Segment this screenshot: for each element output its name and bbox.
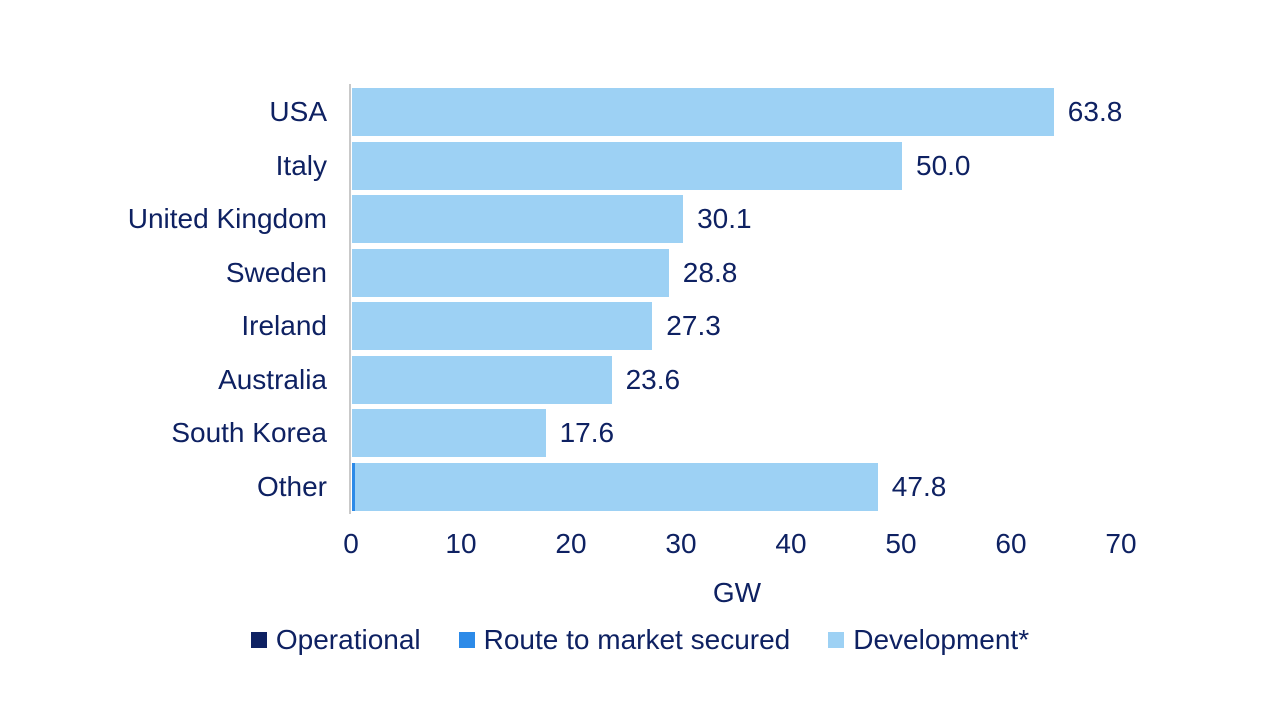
x-tick-label: 30 [665, 528, 697, 559]
bar-track [352, 302, 653, 350]
bar-row: Sweden 28.8 [0, 248, 1280, 297]
y-axis-line [349, 84, 351, 514]
category-label: Ireland [241, 310, 327, 341]
value-label: 63.8 [1067, 96, 1123, 127]
x-tick-label: 50 [885, 528, 917, 559]
bar-row: Australia 23.6 [0, 355, 1280, 404]
legend-label: Operational [275, 624, 421, 655]
legend-item-operational: Operational [250, 624, 421, 656]
bar-segment-development [355, 462, 878, 511]
bar-row: South Korea 17.6 [0, 409, 1280, 457]
category-label: United Kingdom [127, 203, 327, 234]
value-label: 23.6 [625, 363, 681, 395]
bar-track [352, 195, 684, 243]
bar-segment-development [352, 248, 669, 297]
legend-swatch-icon [250, 632, 267, 648]
value-label: 50.0 [916, 149, 971, 181]
bar-track [352, 248, 669, 297]
x-tick-label: 10 [445, 528, 477, 559]
bar-segment-development [352, 141, 902, 190]
legend-item-development: Development* [828, 624, 1029, 656]
bar-track [352, 141, 902, 190]
bar-segment-development [352, 302, 653, 350]
x-tick-label: 20 [555, 528, 587, 559]
legend-label: Route to market secured [483, 624, 791, 655]
value-label: 17.6 [559, 417, 615, 448]
bar-segment-development [352, 195, 684, 243]
x-tick-label: 40 [775, 528, 807, 559]
bar-segment-development [352, 355, 612, 404]
category-label: Italy [275, 149, 327, 181]
legend-swatch-icon [828, 632, 845, 648]
bar-row: USA 63.8 [0, 88, 1280, 136]
bar-segment-development [352, 88, 1054, 136]
category-label: South Korea [171, 417, 327, 448]
x-tick-label: 70 [1105, 528, 1137, 559]
value-label: 28.8 [682, 256, 738, 288]
x-tick-label: 60 [995, 528, 1027, 559]
category-label: Sweden [225, 256, 327, 288]
bar-track [352, 462, 878, 511]
bar-row: Other 47.8 [0, 462, 1280, 511]
legend-item-route-to-market-secured: Route to market secured [458, 624, 791, 656]
bar-track [352, 409, 546, 457]
bar-row: Ireland 27.3 [0, 302, 1280, 350]
value-label: 30.1 [697, 203, 752, 234]
bar-segment-route-to-market-secured [352, 462, 356, 511]
bar-track [352, 88, 1054, 136]
bar-track [352, 355, 612, 404]
value-label: 47.8 [891, 470, 947, 502]
x-tick-label: 0 [343, 528, 359, 559]
chart-legend: Operational Route to market secured Develo… [0, 624, 1280, 656]
category-label: Other [256, 470, 327, 502]
bar-row: United Kingdom 30.1 [0, 195, 1280, 243]
value-label: 27.3 [666, 310, 721, 341]
bar-row: Italy 50.0 [0, 141, 1280, 190]
x-axis-title: GW [712, 577, 762, 608]
legend-swatch-icon [458, 632, 475, 648]
category-label: USA [269, 96, 327, 127]
bar-segment-development [352, 409, 546, 457]
category-label: Australia [218, 363, 327, 395]
legend-label: Development* [853, 624, 1030, 655]
